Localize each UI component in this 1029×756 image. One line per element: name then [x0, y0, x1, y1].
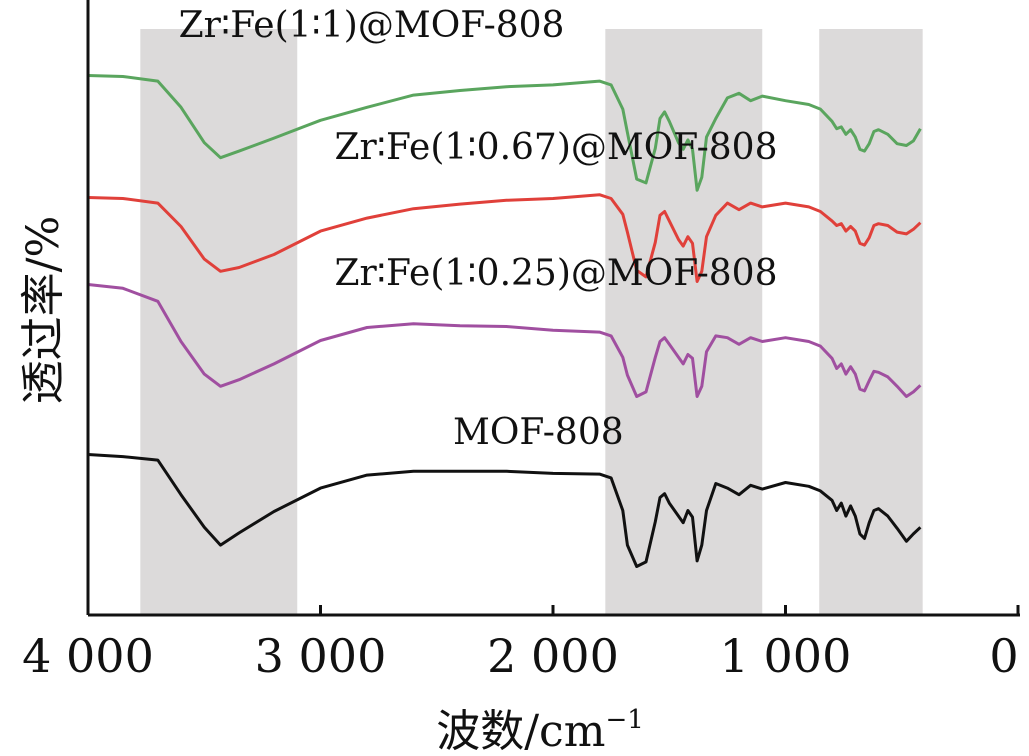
series-label-1: MOF-808 [453, 412, 624, 453]
x-tick-label-3: 2 000 [487, 629, 619, 683]
shaded-region-2 [605, 29, 763, 615]
series-label-3: Zr∶Fe(1∶0.67)@MOF-808 [334, 127, 777, 168]
series-labels: MOF-808 Zr∶Fe(1∶0.25)@MOF-808 Zr∶Fe(1∶0.67… [179, 5, 778, 453]
x-tick-label-1: 4 000 [22, 629, 154, 683]
series-line-3 [87, 193, 922, 283]
y-axis-title: 透过率/% [18, 216, 69, 405]
series-line-2 [87, 283, 922, 398]
shaded-regions [140, 29, 923, 615]
x-ticks: 4 000 3 000 2 000 1 000 0 [22, 605, 1020, 683]
series-label-4: Zr∶Fe(1∶1)@MOF-808 [179, 5, 565, 46]
series-label-2: Zr∶Fe(1∶0.25)@MOF-808 [334, 253, 777, 294]
shaded-region-3 [819, 29, 923, 615]
x-tick-label-4: 1 000 [720, 629, 852, 683]
series-line-4 [87, 74, 922, 192]
x-axis-title: 波数/cm−1 [436, 705, 644, 756]
x-axis-title-superscript: −1 [605, 705, 643, 735]
shaded-region-1 [140, 29, 298, 615]
x-tick-label-2: 3 000 [255, 629, 387, 683]
x-tick-label-5: 0 [989, 629, 1018, 683]
series-line-1 [87, 453, 922, 568]
series-lines [87, 74, 922, 568]
